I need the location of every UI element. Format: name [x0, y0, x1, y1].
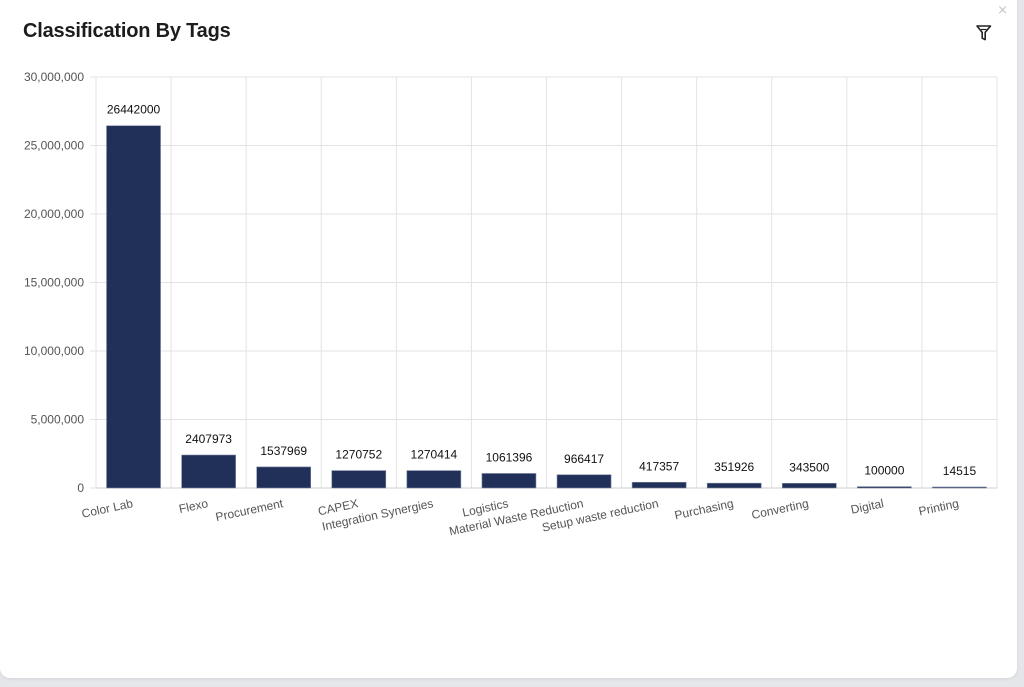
funnel-icon[interactable] — [973, 22, 995, 44]
y-tick-label: 5,000,000 — [31, 413, 85, 427]
data-label: 26442000 — [107, 103, 161, 117]
data-label: 14515 — [943, 464, 977, 478]
y-tick-label: 15,000,000 — [24, 276, 84, 290]
bar — [181, 454, 236, 489]
data-label: 100000 — [864, 464, 904, 478]
x-tick-label: Converting — [750, 496, 810, 522]
bar — [406, 470, 462, 489]
bar — [631, 481, 687, 489]
bar — [857, 486, 912, 489]
x-tick-label: Color Lab — [80, 496, 134, 521]
x-tick-label: Digital — [849, 496, 885, 517]
bar — [331, 470, 387, 489]
data-label: 1270752 — [335, 448, 382, 462]
close-icon[interactable]: × — [997, 3, 1008, 18]
bar-chart: 0 5,000,000 10,000,000 15,000,000 20,000,000… — [24, 70, 998, 538]
bar — [781, 482, 837, 489]
y-tick-label: 30,000,000 — [24, 70, 84, 84]
bar — [256, 466, 312, 489]
y-tick-label: 10,000,000 — [24, 344, 84, 358]
data-label: 1061396 — [486, 450, 533, 464]
x-tick-label: Procurement — [214, 496, 285, 524]
data-label: 1270414 — [411, 448, 458, 462]
y-tick-label: 25,000,000 — [24, 139, 84, 153]
x-tick-label: Flexo — [178, 496, 210, 516]
data-label: 343500 — [789, 460, 829, 474]
panel-title: Classification By Tags — [23, 20, 231, 42]
data-label: 2407973 — [185, 432, 232, 446]
data-label: 351926 — [714, 460, 754, 474]
funnel-icon-glyph — [976, 25, 992, 41]
data-label: 417357 — [639, 459, 679, 473]
bar — [106, 125, 161, 489]
bar — [481, 473, 537, 489]
bar — [556, 474, 612, 489]
x-tick-label: Printing — [917, 496, 960, 518]
bar — [706, 482, 762, 489]
y-tick-label: 20,000,000 — [24, 207, 84, 221]
bar — [932, 486, 987, 489]
data-label: 1537969 — [260, 444, 307, 458]
data-label: 966417 — [564, 452, 604, 466]
x-tick-label: Purchasing — [673, 496, 735, 522]
y-tick-label: 0 — [77, 481, 84, 495]
